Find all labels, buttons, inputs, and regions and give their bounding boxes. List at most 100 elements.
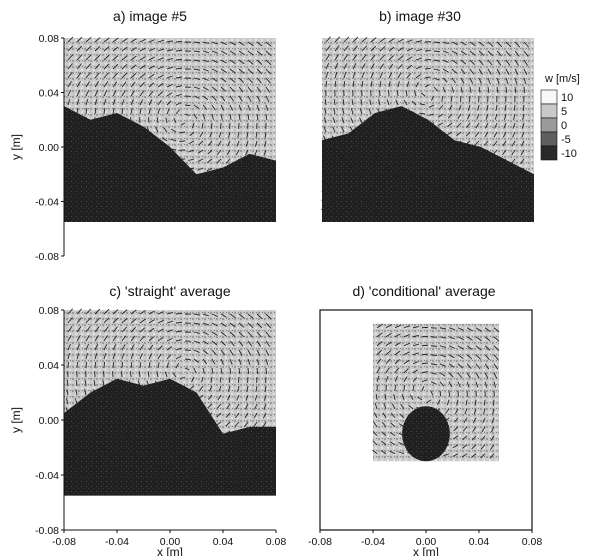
vector-arrow (501, 158, 507, 164)
vector-arrow (484, 131, 489, 138)
vector-arrow (117, 435, 123, 441)
vector-arrow (108, 453, 114, 459)
vector-arrow (370, 45, 377, 52)
vector-arrow (464, 194, 471, 198)
vector-arrow (111, 380, 114, 387)
vector-arrow (437, 194, 444, 197)
vector-arrow (426, 399, 432, 404)
vector-arrow (202, 86, 209, 91)
vector-arrow (134, 473, 141, 477)
vector-arrow (348, 163, 354, 169)
vector-arrow (215, 203, 222, 207)
vector-arrow (162, 381, 168, 387)
vector-arrow (220, 95, 226, 102)
vector-arrow (415, 48, 422, 52)
vector-arrow (252, 185, 258, 191)
vector-arrow (473, 176, 480, 181)
vector-arrow (82, 425, 87, 432)
vector-arrow (384, 136, 390, 142)
vector-arrow (384, 393, 387, 400)
vector-arrow (139, 38, 146, 43)
vector-arrow (94, 37, 101, 43)
vector-arrow (67, 36, 74, 43)
vector-arrow (206, 185, 213, 189)
vector-arrow (166, 75, 173, 79)
vector-arrow (156, 371, 159, 378)
vector-arrow (144, 154, 150, 160)
vector-arrow (83, 407, 87, 414)
vector-arrow (135, 173, 141, 178)
vector-arrow (410, 148, 417, 151)
vector-arrow (206, 212, 213, 216)
vector-arrow (376, 349, 383, 356)
vector-arrow (82, 190, 87, 196)
vector-arrow (148, 362, 151, 369)
vector-arrow (244, 421, 249, 427)
vector-arrow (490, 444, 495, 450)
vector-arrow (332, 126, 336, 133)
vector-arrow (206, 158, 213, 163)
vector-arrow (263, 158, 267, 165)
vector-arrow (175, 312, 182, 315)
vector-arrow (155, 126, 159, 133)
vector-arrow (410, 129, 417, 133)
vector-arrow (193, 331, 200, 334)
vector-arrow (247, 313, 254, 319)
vector-arrow (256, 331, 262, 338)
vector-arrow (434, 417, 441, 421)
x-axis-label: x [m] (413, 545, 439, 556)
vector-arrow (76, 54, 83, 61)
vector-arrow (143, 464, 150, 468)
vector-arrow (514, 41, 521, 48)
vector-arrow (330, 199, 336, 205)
dark-blob (402, 406, 450, 462)
vector-arrow (397, 72, 402, 79)
vector-arrow (385, 341, 392, 347)
vector-arrow (475, 327, 482, 332)
vector-arrow (202, 95, 209, 101)
vector-arrow (233, 484, 240, 489)
vector-arrow (139, 310, 146, 315)
vector-arrow (411, 100, 417, 106)
vector-arrow (201, 376, 204, 383)
vector-arrow (460, 68, 466, 75)
vector-arrow (143, 446, 150, 450)
vector-arrow (396, 90, 399, 97)
vector-arrow (63, 208, 69, 214)
vector-arrow (361, 72, 365, 79)
vector-arrow (435, 408, 441, 413)
vector-arrow (125, 191, 132, 196)
vector-arrow (136, 389, 141, 396)
vector-arrow (322, 153, 327, 160)
vector-arrow (439, 381, 445, 387)
vector-arrow (265, 322, 272, 329)
vector-arrow (161, 483, 168, 486)
vector-arrow (247, 322, 254, 329)
vector-arrow (401, 119, 408, 124)
vector-arrow (170, 402, 177, 405)
vector-arrow (358, 126, 363, 133)
vector-arrow (434, 444, 441, 447)
vector-arrow (67, 352, 70, 360)
vector-arrow (102, 380, 105, 387)
vector-arrow (144, 399, 150, 405)
vector-arrow (351, 99, 354, 106)
panel-c: c) 'straight' average 0.080.040.00-0.04-… (9, 283, 286, 556)
vector-arrow (67, 72, 73, 79)
vector-arrow (243, 185, 249, 191)
vector-arrow (175, 330, 182, 333)
vector-arrow (220, 68, 227, 73)
vector-arrow (66, 380, 69, 387)
dark-region (64, 378, 276, 496)
vector-arrow (202, 41, 210, 44)
vector-arrow (210, 122, 213, 129)
vector-arrow (348, 172, 354, 178)
vector-arrow (121, 90, 126, 97)
vector-arrow (85, 335, 90, 342)
vector-arrow (253, 412, 258, 419)
colorbar-label: w [m/s] (544, 73, 580, 85)
x-tick-label: 0.00 (160, 536, 181, 548)
vector-arrow (197, 167, 204, 171)
vector-arrow (424, 76, 431, 79)
vector-arrow (202, 367, 205, 374)
